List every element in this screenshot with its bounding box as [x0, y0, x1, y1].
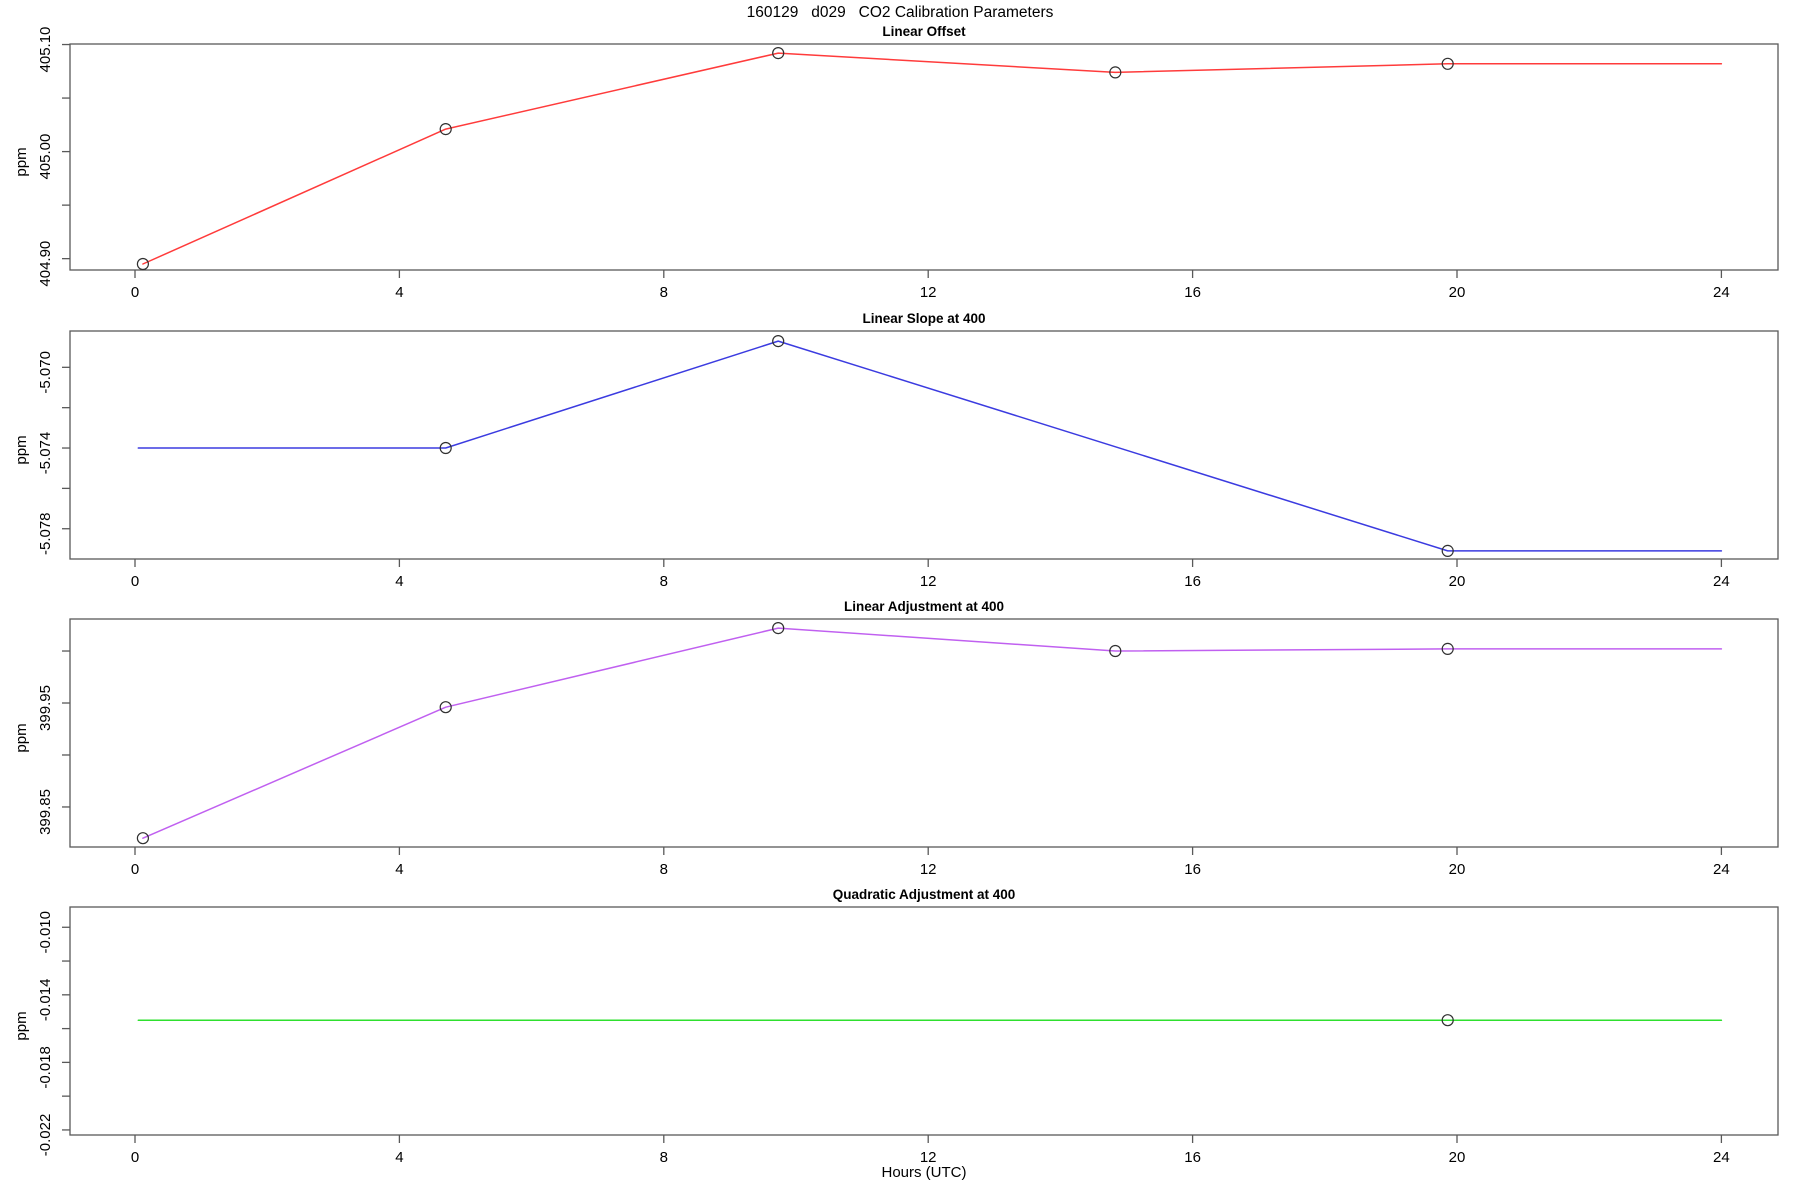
y-tick-label: 404.90 [37, 241, 54, 287]
x-tick-label: 4 [395, 861, 403, 878]
x-tick-label: 20 [1449, 284, 1466, 301]
x-tick-label: 8 [660, 1149, 668, 1166]
y-tick-label: -0.018 [37, 1046, 54, 1089]
y-tick-label: -0.022 [37, 1114, 54, 1157]
x-tick-label: 4 [395, 1149, 403, 1166]
y-tick-label: 405.00 [37, 134, 54, 180]
panel-linear-slope-at-400-border [69, 330, 1779, 560]
y-tick-label: -5.070 [37, 351, 54, 394]
x-tick-label: 16 [1184, 573, 1201, 590]
panel-quadratic-adjustment-at-400-border [69, 906, 1779, 1136]
y-axis-label: ppm [13, 1011, 30, 1040]
data-point-marker [772, 46, 785, 60]
x-tick-label: 20 [1449, 573, 1466, 590]
panel-title-quadratic-adjustment-at-400: Quadratic Adjustment at 400 [833, 887, 1016, 902]
data-point-marker [136, 832, 149, 845]
data-point-marker [1109, 66, 1122, 79]
x-tick-label: 12 [920, 573, 937, 590]
y-axis-label: ppm [13, 147, 30, 176]
x-tick-label: 8 [660, 573, 668, 590]
panel-title-linear-adjustment-at-400: Linear Adjustment at 400 [844, 599, 1004, 614]
main-title: 160129 d029 CO2 Calibration Parameters [746, 4, 1054, 21]
x-axis-title: Hours (UTC) [882, 1164, 967, 1181]
x-tick-label: 24 [1713, 573, 1730, 590]
x-tick-label: 24 [1713, 861, 1730, 878]
x-tick-label: 12 [920, 1149, 937, 1166]
data-point-marker [439, 701, 452, 714]
data-point-marker [439, 123, 452, 136]
y-tick-label: -0.014 [37, 979, 54, 1022]
data-point-marker [1441, 1014, 1454, 1027]
x-tick-label: 8 [660, 861, 668, 878]
y-tick-label: 399.85 [37, 789, 54, 835]
x-tick-label: 0 [131, 861, 139, 878]
x-tick-label: 4 [395, 573, 403, 590]
x-tick-label: 16 [1184, 284, 1201, 301]
panel-title-linear-slope-at-400: Linear Slope at 400 [862, 311, 985, 326]
x-tick-label: 8 [660, 284, 668, 301]
data-point-marker [136, 257, 149, 271]
x-tick-label: 12 [920, 284, 937, 301]
x-tick-label: 20 [1449, 1149, 1466, 1166]
y-tick-label: 399.95 [37, 685, 54, 731]
x-tick-label: 16 [1184, 861, 1201, 878]
panel-linear-adjustment-at-400-border [69, 618, 1779, 848]
y-axis-label: ppm [13, 435, 30, 464]
x-tick-label: 12 [920, 861, 937, 878]
x-tick-label: 24 [1713, 1149, 1730, 1166]
y-tick-label: -5.078 [37, 512, 54, 555]
data-point-marker [772, 621, 785, 635]
data-point-marker [439, 441, 452, 455]
series-line-linear-slope-at-400 [137, 340, 1723, 552]
x-tick-label: 0 [131, 573, 139, 590]
x-tick-label: 0 [131, 284, 139, 301]
data-point-marker [1109, 644, 1122, 658]
data-point-marker [1441, 57, 1454, 70]
series-line-linear-adjustment-at-400 [142, 627, 1723, 839]
x-tick-label: 24 [1713, 284, 1730, 301]
data-point-marker [1441, 544, 1454, 558]
data-point-marker [1441, 642, 1454, 656]
panel-linear-offset-border [69, 43, 1779, 271]
x-tick-label: 4 [395, 284, 403, 301]
y-tick-label: -5.074 [37, 432, 54, 475]
y-axis-label: ppm [13, 723, 30, 752]
x-tick-label: 20 [1449, 861, 1466, 878]
data-point-marker [772, 335, 785, 348]
y-tick-label: 405.10 [37, 27, 54, 73]
x-tick-label: 16 [1184, 1149, 1201, 1166]
x-tick-label: 0 [131, 1149, 139, 1166]
y-tick-label: -0.010 [37, 911, 54, 954]
series-line-linear-offset [142, 52, 1723, 265]
panel-title-linear-offset: Linear Offset [882, 24, 966, 39]
